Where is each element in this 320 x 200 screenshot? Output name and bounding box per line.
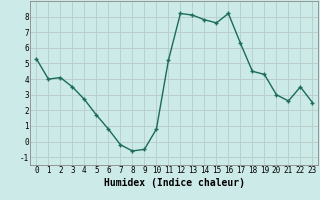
X-axis label: Humidex (Indice chaleur): Humidex (Indice chaleur)	[104, 178, 245, 188]
